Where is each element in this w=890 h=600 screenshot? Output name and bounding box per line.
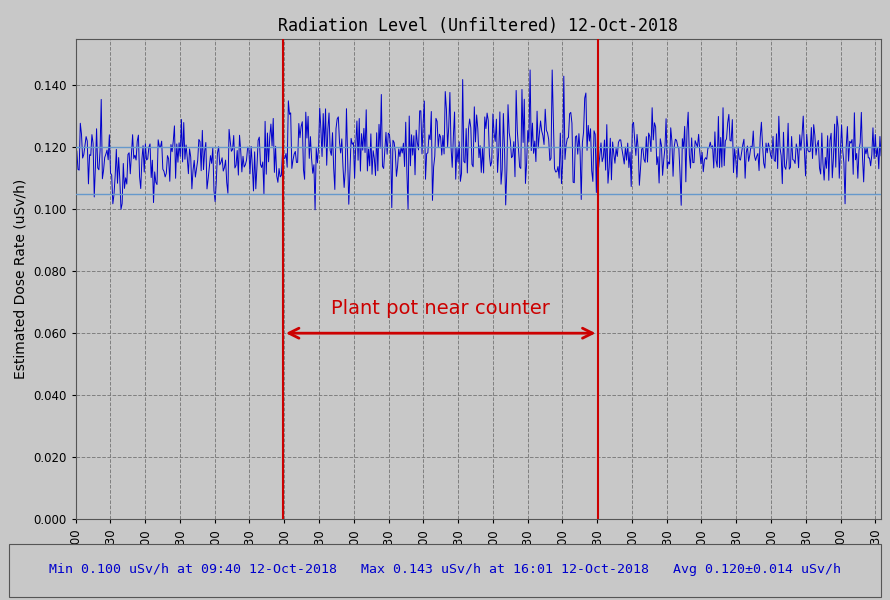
FancyBboxPatch shape xyxy=(9,544,881,597)
Text: Plant pot near counter: Plant pot near counter xyxy=(331,299,550,318)
Title: Radiation Level (Unfiltered) 12-Oct-2018: Radiation Level (Unfiltered) 12-Oct-2018 xyxy=(279,17,678,35)
Text: Min 0.100 uSv/h at 09:40 12-Oct-2018   Max 0.143 uSv/h at 16:01 12-Oct-2018   Av: Min 0.100 uSv/h at 09:40 12-Oct-2018 Max… xyxy=(49,563,841,577)
Y-axis label: Estimated Dose Rate (uSv/h): Estimated Dose Rate (uSv/h) xyxy=(13,179,28,379)
